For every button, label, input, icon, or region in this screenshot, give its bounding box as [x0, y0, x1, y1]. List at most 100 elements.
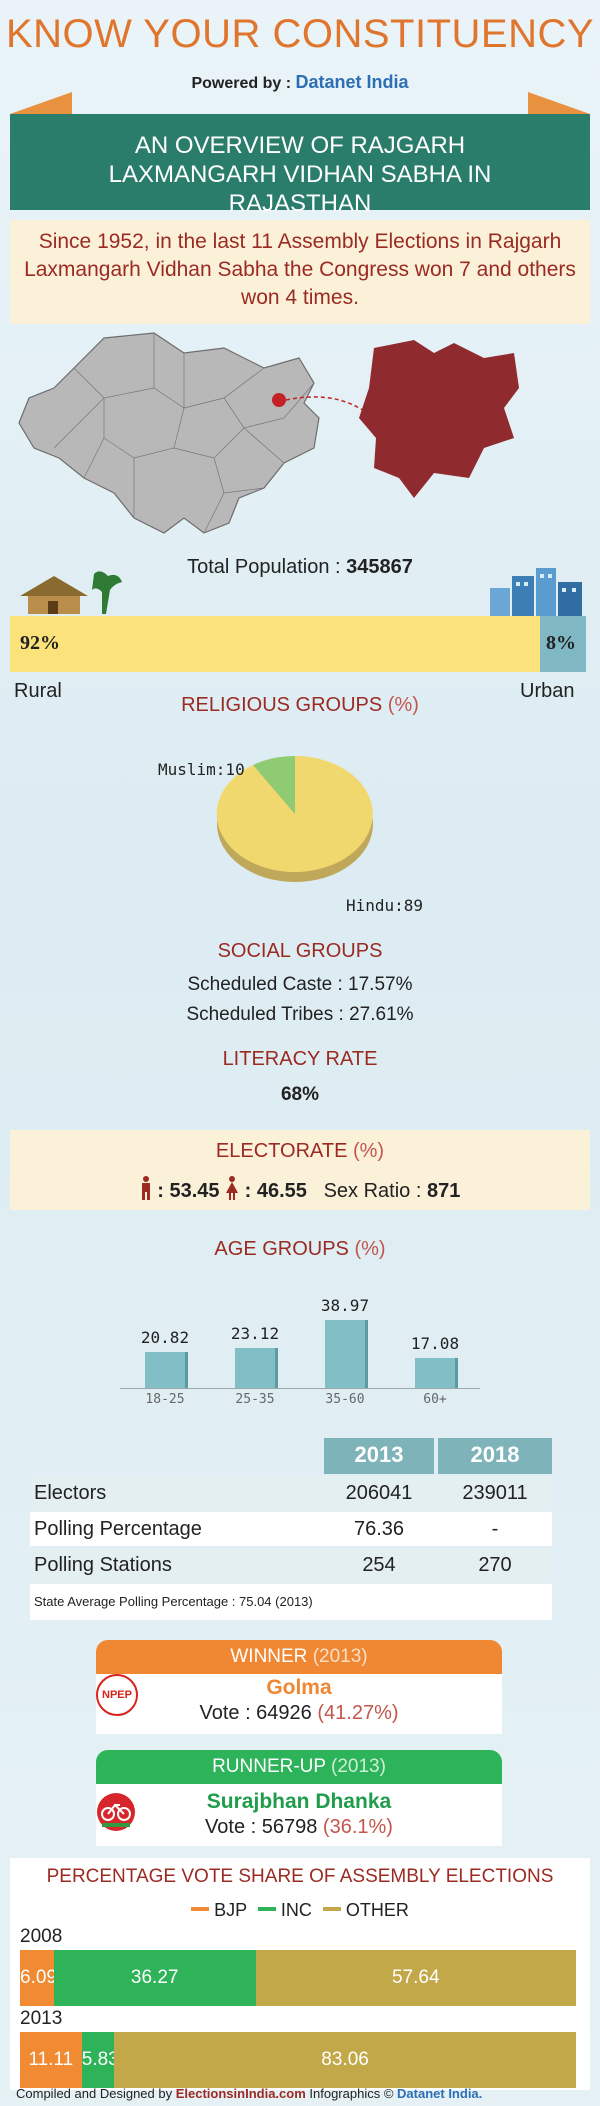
winner-title: WINNER [230, 1646, 308, 1667]
electorate-title-text: ELECTORATE [215, 1140, 348, 1162]
runnerup-name: Surajbhan Dhanka [206, 1790, 392, 1813]
runnerup-card [96, 1784, 502, 1846]
summary-box: Since 1952, in the last 11 Assembly Elec… [10, 220, 590, 324]
table-header-2013 [324, 1438, 434, 1474]
population-total: 345867 [346, 556, 413, 578]
electors-2018: 239011 [462, 1482, 528, 1504]
overview-text: AN OVERVIEW OF RAJGARH LAXMANGARH VIDHAN… [108, 132, 492, 217]
urban-label: Urban [520, 680, 575, 702]
age-value-label: 20.82 [140, 1327, 190, 1347]
age-unit: (%) [354, 1238, 386, 1260]
table-row [30, 1476, 552, 1510]
runnerup-vote-pct: (36.1%) [322, 1816, 393, 1838]
voteshare-legend: BJP INC OTHER [0, 1900, 600, 1921]
age-tick-label: 35-60 [325, 1392, 365, 1407]
male-icon [141, 1176, 150, 1200]
age-value-label: 23.12 [230, 1323, 280, 1343]
voteshare-year-2013: 2013 [20, 2008, 63, 2029]
brand-logo-text: Datanet India [295, 72, 409, 92]
runnerup-year: (2013) [331, 1756, 386, 1777]
stats-table: 2013 2018 Electors 206041 239011 Polling… [30, 1438, 552, 1620]
runnerup-title: RUNNER-UP [212, 1756, 326, 1777]
legend-swatch-bjp [191, 1907, 210, 1911]
age-title-text: AGE GROUPS [214, 1238, 349, 1260]
npep-party-logo: NPEP [96, 1674, 138, 1716]
age-bar-18-25 [145, 1351, 185, 1388]
winner-year: (2013) [312, 1646, 368, 1667]
age-bar-35-60 [325, 1319, 365, 1388]
age-title: AGE GROUPS (%) [0, 1238, 600, 1261]
winner-vote: Vote : 64926 (41.27%) [96, 1702, 502, 1725]
religion-pie [216, 755, 373, 882]
footer-compiled: Compiled and Designed by [16, 2086, 173, 2101]
runnerup-vote: Vote : 56798 (36.1%) [96, 1816, 502, 1839]
electorate-title: ELECTORATE (%) [0, 1140, 600, 1163]
winner-vote-label: Vote : 64926 [199, 1702, 312, 1724]
age-value-label: 17.08 [410, 1334, 460, 1354]
literacy-value: 68% [280, 1084, 320, 1105]
row-label-polling-percentage: Polling Percentage [34, 1518, 202, 1540]
religion-title: RELIGIOUS GROUPS (%) [0, 694, 600, 717]
state-average-note: State Average Polling Percentage : 75.04… [34, 1594, 313, 1609]
cycle-symbol-icon [97, 1793, 135, 1831]
voteshare-segment-bjp: 11.11 [20, 2032, 82, 2088]
footer: Compiled and Designed by ElectionsinIndi… [16, 2086, 596, 2101]
electorate-box [10, 1130, 590, 1210]
ribbon-right [528, 92, 590, 114]
footer-site[interactable]: ElectionsinIndia.com [175, 2086, 306, 2101]
rajasthan-map [18, 332, 519, 534]
voteshare-segment-inc: 5.83 [81, 2032, 119, 2088]
st-value: 27.61% [349, 1004, 414, 1025]
row-label-electors: Electors [34, 1482, 107, 1504]
polling-pct-2013: 76.36 [353, 1518, 405, 1540]
runnerup-header: RUNNER-UP (2013) [96, 1750, 502, 1784]
female-value: : 46.55 [244, 1180, 307, 1202]
legend-inc: INC [280, 1900, 312, 1920]
powered-by: Powered by : Datanet India [0, 72, 600, 93]
powered-by-label: Powered by : [191, 75, 292, 92]
pointer-arrow [285, 396, 380, 424]
winner-name: Golma [266, 1676, 332, 1699]
sex-ratio-label: Sex Ratio : [323, 1180, 422, 1202]
sc-value: 17.57% [348, 974, 413, 995]
legend-other: OTHER [345, 1900, 409, 1920]
voteshare-segment-bjp: 6.09 [20, 1950, 57, 2006]
table-header-2018 [438, 1438, 552, 1474]
state-outline [18, 332, 320, 534]
ribbon-left [10, 92, 72, 114]
rural-share-fill [10, 616, 540, 672]
winner-vote-pct: (41.27%) [317, 1702, 399, 1724]
voteshare-bar-2013: 11.11 5.83 83.06 [20, 2032, 576, 2088]
religion-unit: (%) [387, 694, 419, 716]
rural-hut-icon [20, 571, 122, 614]
polling-stations-2018: 270 [478, 1554, 512, 1576]
footer-brand[interactable]: Datanet India. [397, 2086, 483, 2101]
social-title: SOCIAL GROUPS [217, 940, 383, 962]
pie-slice-hindu [216, 756, 373, 872]
polling-stations-2013: 254 [362, 1554, 396, 1576]
age-tick-label: 18-25 [145, 1392, 185, 1407]
age-bar-60+ [415, 1358, 455, 1388]
age-tick-label: 60+ [423, 1392, 447, 1407]
year-2013: 2013 [354, 1442, 404, 1467]
npep-logo-text: NPEP [102, 1689, 132, 1701]
table-row [30, 1548, 552, 1582]
table-note-row [30, 1584, 552, 1620]
male-value: : 53.45 [157, 1180, 220, 1202]
hindu-label: Hindu:89 [346, 896, 424, 915]
pie-slice-muslim [253, 755, 295, 814]
summary-text: Since 1952, in the last 11 Assembly Elec… [24, 230, 576, 309]
population-row: Total Population : 345867 [0, 556, 600, 579]
polling-pct-2018: - [491, 1518, 499, 1540]
age-value-label: 38.97 [320, 1295, 370, 1315]
rural-label: Rural [14, 680, 62, 702]
legend-swatch-inc [257, 1907, 276, 1911]
st-row: Scheduled Tribes : 27.61% [0, 1004, 600, 1026]
voteshare-segment-other: 83.06 [114, 2032, 576, 2088]
age-axis-line [120, 1388, 480, 1389]
voteshare-segment-other: 57.64 [255, 1950, 576, 2006]
age-bar-25-35 [235, 1347, 275, 1388]
voteshare-title: PERCENTAGE VOTE SHARE OF ASSEMBLY ELECTI… [46, 1866, 554, 1887]
constituency-shape [359, 340, 519, 498]
sc-row: Scheduled Caste : 17.57% [0, 974, 600, 996]
